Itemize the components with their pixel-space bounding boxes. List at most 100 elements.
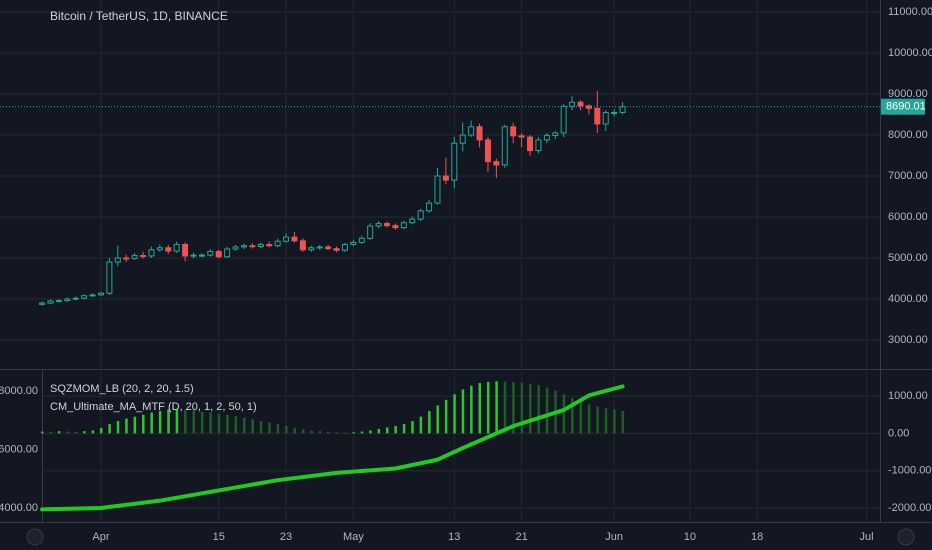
scale-button[interactable] (26, 528, 44, 546)
momentum-bar (175, 409, 179, 434)
candle-body (97, 292, 104, 296)
candle-body (535, 139, 542, 152)
legend-entry: CM_Ultimate_MA_MTF (D, 20, 1, 2, 50, 1) (50, 401, 257, 413)
momentum-bar (226, 414, 229, 434)
momentum-bar (596, 406, 599, 434)
candle-body (266, 243, 273, 247)
y-tick-label: 4000.00 (0, 502, 38, 514)
momentum-bar (251, 419, 254, 434)
candle-body (81, 295, 88, 299)
x-tick-label: 10 (684, 531, 696, 543)
momentum-bar (520, 382, 524, 434)
candle-body (173, 243, 180, 252)
momentum-bar (444, 399, 448, 434)
marks (0, 90, 925, 512)
legend-entry: SQZMOM_LB (20, 2, 20, 1.5) (50, 383, 194, 395)
x-tick-label: 21 (515, 531, 527, 543)
momentum-bar (486, 381, 490, 434)
candle-body (190, 254, 197, 257)
momentum-bar (234, 416, 238, 434)
settings-button[interactable] (897, 528, 915, 546)
candle-body (493, 161, 500, 166)
candle-body (468, 126, 475, 136)
momentum-bar (167, 409, 170, 434)
x-tick-label: Jul (860, 531, 874, 543)
momentum-bar (360, 431, 364, 434)
candle-body (198, 254, 205, 257)
candle-body (484, 139, 491, 163)
ma-line (40, 384, 625, 512)
momentum-bar (99, 427, 103, 434)
momentum-bar (83, 431, 86, 434)
momentum-bar (419, 416, 423, 434)
candle-body (358, 237, 365, 243)
labels: Apr 15 23 May 13 21 Jun 10 18 Jul 11000.00 10000.00… (0, 6, 932, 543)
momentum-bar (621, 411, 625, 434)
candle-body (383, 223, 390, 227)
y-tick-label: 3000.00 (888, 334, 928, 346)
momentum-bar (150, 412, 153, 434)
candle-body (240, 245, 247, 248)
candle-body (207, 250, 214, 256)
momentum-bar (192, 410, 195, 434)
momentum-bar (369, 430, 372, 434)
candle-body (131, 255, 138, 259)
candle-body (64, 298, 71, 302)
momentum-bar (343, 432, 347, 434)
y-tick-label: 8000.00 (0, 385, 38, 397)
momentum-bar (436, 405, 439, 434)
candle-body (501, 126, 508, 166)
momentum-bar (133, 416, 137, 434)
y-tick-label: 6000.00 (888, 211, 928, 223)
momentum-bar (385, 427, 389, 434)
candle-body (106, 261, 113, 294)
candle-body (594, 107, 601, 125)
y-tick-label: 11000.00 (888, 6, 932, 18)
candle-body (316, 246, 323, 249)
candle-body (367, 225, 374, 239)
candle-body (148, 249, 155, 257)
x-tick-label: 18 (751, 531, 763, 543)
candle-body (409, 218, 416, 224)
candle-body (89, 294, 96, 297)
momentum-bar (57, 431, 61, 434)
momentum-bar (537, 384, 540, 434)
candle-body (123, 257, 130, 260)
momentum-bar (512, 381, 515, 434)
momentum-bar (293, 427, 296, 434)
y2-tick-label: 1000.00 (888, 390, 928, 402)
candle-body (569, 101, 576, 107)
momentum-bar (49, 431, 52, 434)
momentum-bar (158, 411, 162, 434)
momentum-bar (579, 401, 582, 434)
candle-body (417, 210, 424, 220)
last-price-box (881, 98, 925, 115)
candle-body (299, 240, 306, 251)
momentum-bar (478, 383, 482, 434)
momentum-bar (545, 387, 549, 434)
momentum-bar (74, 431, 78, 434)
momentum-bar (571, 397, 574, 434)
y2-tick-label: -2000.00 (888, 502, 931, 514)
y-tick-label: 9000.00 (888, 88, 928, 100)
momentum-bar (352, 432, 355, 434)
candle-body (47, 300, 54, 304)
momentum-bar (108, 424, 111, 434)
candle-body (400, 222, 407, 229)
candle-body (341, 243, 348, 251)
candle-body (619, 106, 626, 113)
candle-body (72, 297, 79, 300)
candle-body (602, 111, 609, 125)
candle-body (476, 126, 483, 141)
candle-body (156, 247, 163, 251)
candle-body (249, 245, 256, 248)
candle-body (283, 236, 290, 242)
y-tick-label: 7000.00 (888, 170, 928, 182)
y2-tick-label: -1000.00 (888, 465, 931, 477)
momentum-bar (495, 381, 498, 434)
candle-body (426, 202, 433, 212)
candle-body (55, 300, 62, 303)
momentum-bar (125, 418, 128, 434)
momentum-bar (285, 425, 288, 434)
y-tick-label: 8000.00 (888, 129, 928, 141)
